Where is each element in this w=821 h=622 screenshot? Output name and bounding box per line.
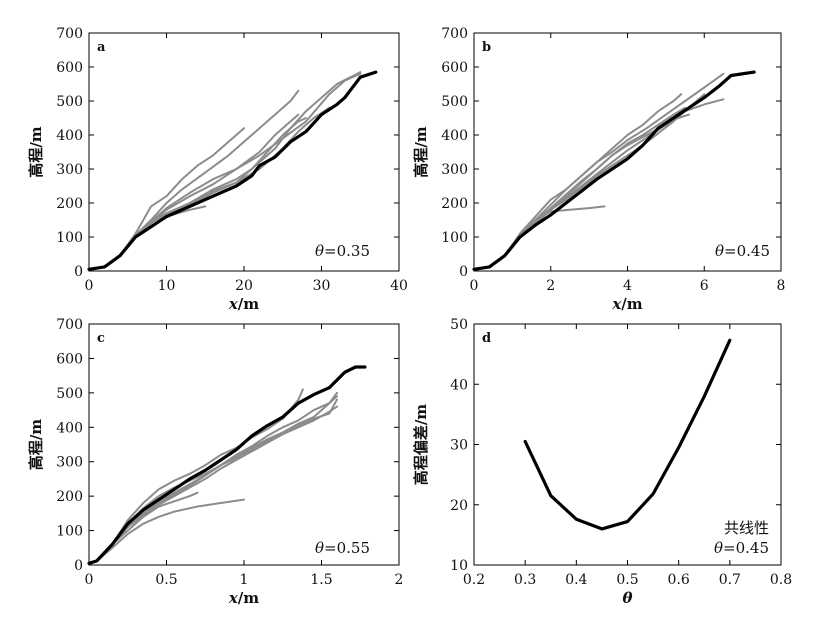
panel-letter: c (97, 331, 105, 346)
series-line (88, 117, 307, 271)
y-tick-label: 40 (450, 377, 468, 393)
x-axis-label: θ (622, 589, 632, 607)
y-tick-label: 700 (441, 26, 468, 42)
y-tick-label: 100 (56, 524, 83, 540)
x-tick-label: 0.6 (668, 572, 690, 588)
y-tick-label: 400 (441, 128, 468, 144)
y-tick-label: 500 (56, 94, 83, 110)
y-tick-label: 0 (459, 264, 468, 280)
x-tick-label: 40 (390, 278, 408, 294)
series-line (87, 365, 367, 565)
y-tick-label: 200 (56, 489, 83, 505)
annotation-label: 共线性 (724, 519, 769, 537)
x-tick-label: 0 (85, 572, 94, 588)
x-tick-label: 1.5 (310, 572, 332, 588)
x-tick-label: 20 (235, 278, 253, 294)
x-axis-label: x/m (228, 295, 259, 313)
panel-d: 0.2 0.3 0.4 0.5 0.6 0.7 0.8 10 20 30 40 50 d θ 高程偏差/m 共… (412, 317, 792, 607)
series-line (88, 405, 338, 565)
panel-b: 0 2 4 6 8 0 100 200 300 400 500 600 700 b x/m 高程/m θ=0.4… (412, 26, 785, 313)
y-tick-label: 0 (74, 264, 83, 280)
y-tick-label: 400 (56, 420, 83, 436)
x-tick-label: 0 (470, 278, 479, 294)
y-tick-label: 10 (450, 558, 468, 574)
y-tick-label: 300 (56, 455, 83, 471)
y-tick-label: 600 (56, 351, 83, 367)
series-line (88, 398, 338, 565)
y-tick-label: 100 (441, 230, 468, 246)
theta-annotation: θ=0.45 (714, 539, 769, 557)
panel-letter: b (482, 40, 491, 55)
panel-letter: a (97, 40, 106, 55)
y-tick-label: 200 (441, 196, 468, 212)
panel-a: 0 10 20 30 400100200300400500600700ax/m高程/mθ… (27, 26, 408, 313)
y-tick-label: 100 (56, 230, 83, 246)
y-tick-label: 20 (450, 498, 468, 514)
series-line (88, 113, 300, 271)
y-axis-label: 高程/m (412, 126, 430, 177)
x-tick-label: 0.8 (770, 572, 792, 588)
x-axis-label: x/m (611, 295, 642, 313)
x-tick-label: 0.3 (514, 572, 536, 588)
x-tick-label: 4 (623, 278, 632, 294)
x-tick-label: 1 (240, 572, 249, 588)
theta-annotation: θ=0.45 (715, 242, 770, 260)
x-tick-label: 0.4 (565, 572, 587, 588)
x-axis-label: x/m (228, 589, 259, 607)
theta-annotation: θ=0.35 (315, 242, 370, 260)
series-line (472, 70, 756, 271)
x-tick-label: 0 (85, 278, 94, 294)
series-line (88, 106, 331, 271)
y-tick-label: 700 (56, 26, 83, 42)
y-tick-label: 500 (56, 386, 83, 402)
x-tick-label: 10 (158, 278, 176, 294)
y-tick-label: 50 (450, 317, 468, 333)
x-tick-label: 0.5 (616, 572, 638, 588)
y-tick-label: 500 (441, 94, 468, 110)
series-line (88, 498, 245, 565)
y-tick-label: 0 (74, 558, 83, 574)
panel-letter: d (482, 331, 491, 346)
x-tick-label: 2 (546, 278, 555, 294)
series-line (88, 127, 245, 271)
y-axis-label: 高程/m (27, 419, 45, 470)
y-tick-label: 300 (56, 162, 83, 178)
series-line (88, 72, 362, 271)
series-line (88, 71, 362, 271)
series-line (88, 395, 338, 565)
panel-c: 0 0.5 1 1.5 2 0 100 200 300 400 500 600 700 c x/m 高程/m θ… (27, 317, 403, 607)
series-line (87, 70, 378, 271)
y-tick-label: 600 (56, 60, 83, 76)
y-tick-label: 300 (441, 162, 468, 178)
x-tick-label: 0.7 (719, 572, 741, 588)
y-axis-label: 高程/m (27, 126, 45, 177)
y-tick-label: 400 (56, 128, 83, 144)
y-tick-label: 200 (56, 196, 83, 212)
x-tick-label: 0.5 (155, 572, 177, 588)
y-axis-label: 高程偏差/m (412, 404, 430, 485)
series-line (473, 98, 725, 271)
series-line (88, 205, 207, 271)
theta-annotation: θ=0.55 (315, 539, 370, 557)
x-tick-label: 6 (700, 278, 709, 294)
series-line (88, 89, 300, 271)
x-tick-label: 8 (777, 278, 786, 294)
x-tick-label: 30 (313, 278, 331, 294)
y-tick-label: 30 (450, 438, 468, 454)
series-line (473, 93, 683, 271)
y-tick-label: 700 (56, 317, 83, 333)
series-line (523, 338, 732, 531)
y-tick-label: 600 (441, 60, 468, 76)
x-tick-label: 0.2 (463, 572, 485, 588)
x-tick-label: 2 (395, 572, 404, 588)
